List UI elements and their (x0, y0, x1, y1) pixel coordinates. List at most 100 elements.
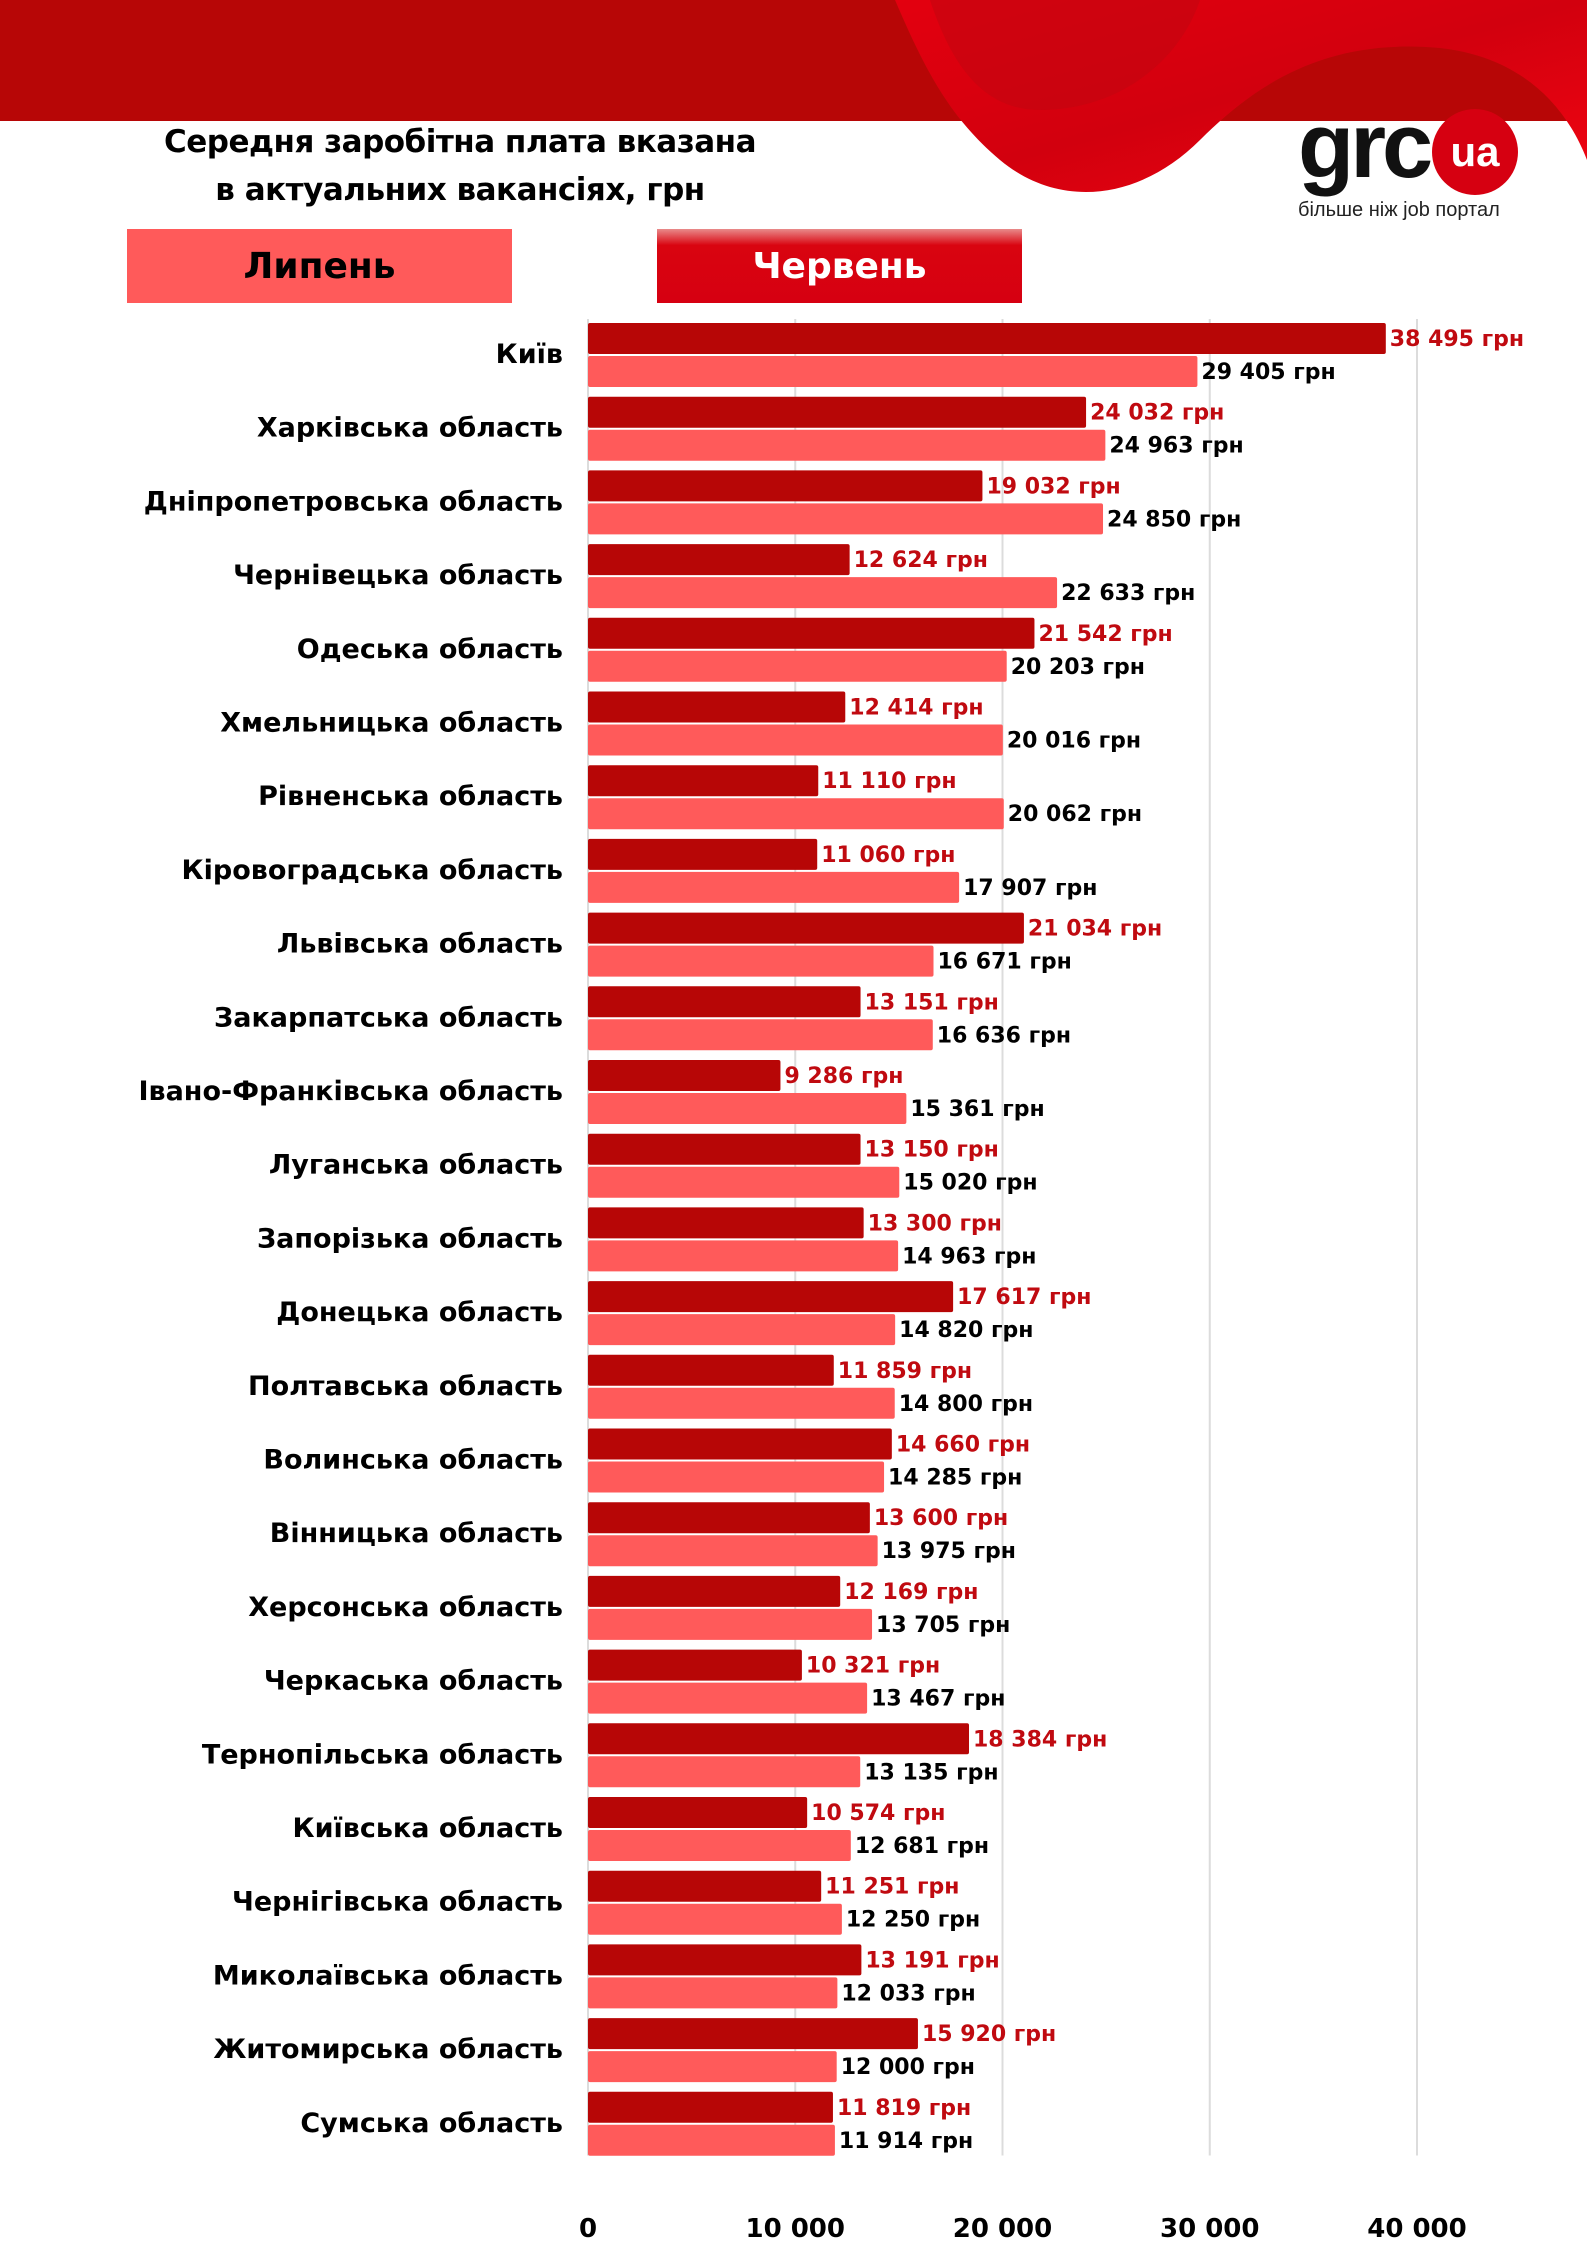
category-label: Одеська область (297, 634, 563, 665)
data-label-july: 15 361 грн (910, 1097, 1044, 1122)
data-label-june: 11 251 грн (825, 1875, 959, 1900)
data-label-july: 13 135 грн (864, 1760, 998, 1785)
category-label: Івано-Франківська область (138, 1076, 563, 1107)
x-tick-label: 40 000 (1367, 2214, 1467, 2244)
bar-july (588, 1830, 851, 1861)
bar-july (588, 1903, 842, 1935)
data-label-july: 24 963 грн (1109, 434, 1243, 459)
bar-july (588, 1093, 907, 1124)
chart-title-line1: Середня заробітна плата вказана (164, 124, 757, 160)
x-tick-label: 20 000 (953, 2214, 1053, 2244)
data-label-july: 14 963 грн (902, 1244, 1036, 1269)
data-label-july: 17 907 грн (963, 876, 1097, 901)
bar-july (588, 650, 1007, 682)
data-label-july: 12 250 грн (846, 1908, 980, 1933)
bar-july (588, 871, 960, 903)
bar-june (588, 470, 983, 502)
category-label: Хмельницька область (220, 708, 563, 739)
bar-july (588, 724, 1003, 756)
data-label-june: 21 034 грн (1028, 917, 1162, 942)
logo-badge: ua (1432, 109, 1518, 195)
bar-july (588, 577, 1058, 609)
category-label: Вінницька область (270, 1518, 563, 1549)
legend-july: Липень (127, 229, 512, 303)
data-label-june: 11 819 грн (837, 2096, 971, 2121)
bar-june (588, 1870, 822, 1902)
data-label-june: 9 286 грн (784, 1064, 903, 1089)
category-label: Сумська область (300, 2108, 563, 2139)
bar-june (588, 1281, 954, 1313)
data-label-june: 18 384 грн (973, 1727, 1107, 1752)
bar-june (588, 1428, 892, 1460)
bar-june (588, 396, 1087, 428)
bar-june (588, 691, 846, 723)
bar-june (588, 1207, 864, 1239)
bar-july (588, 798, 1004, 830)
bar-june (588, 1502, 870, 1534)
data-label-june: 21 542 грн (1038, 622, 1172, 647)
logo-tagline: більше ніж job портал (1298, 199, 1500, 221)
category-label: Київ (496, 339, 563, 370)
category-label: Чернігівська область (232, 1887, 563, 1918)
legend-june-label: Червень (752, 245, 927, 287)
category-label: Кіровоградська область (182, 855, 563, 886)
data-label-june: 13 600 грн (874, 1506, 1008, 1531)
category-label: Закарпатська область (214, 1002, 563, 1033)
category-label: Черкаська область (264, 1666, 563, 1697)
chart-title-line2: в актуальних вакансіях, грн (215, 172, 705, 208)
bar-july (588, 2051, 837, 2083)
data-label-july: 15 020 грн (903, 1171, 1037, 1196)
data-label-june: 12 169 грн (844, 1580, 978, 1605)
bar-july (588, 503, 1104, 535)
category-label: Миколаївська область (213, 1960, 563, 1991)
data-label-june: 12 624 грн (854, 548, 988, 573)
bar-june (588, 1723, 970, 1755)
data-label-june: 13 191 грн (865, 1948, 999, 1973)
bar-july (588, 429, 1106, 461)
x-tick-label: 10 000 (745, 2214, 845, 2244)
bar-july (588, 945, 934, 977)
bar-july (588, 1240, 899, 1272)
data-label-june: 12 414 грн (849, 696, 983, 721)
bar-june (588, 617, 1035, 649)
header-banner (0, 0, 1587, 193)
bar-july (588, 1461, 885, 1493)
category-label: Луганська область (269, 1150, 563, 1181)
data-label-july: 16 636 грн (937, 1023, 1071, 1048)
bar-july (588, 1387, 895, 1419)
bar-june (588, 1944, 862, 1976)
bar-july (588, 1166, 900, 1198)
data-label-june: 13 151 грн (865, 990, 999, 1015)
data-label-july: 20 203 грн (1011, 655, 1145, 680)
bar-july (588, 1756, 861, 1788)
data-label-june: 11 060 грн (821, 843, 955, 868)
data-label-july: 12 000 грн (841, 2055, 975, 2080)
category-label: Житомирська область (213, 2034, 563, 2065)
data-label-july: 29 405 грн (1201, 360, 1335, 385)
data-label-june: 11 859 грн (838, 1359, 972, 1384)
data-label-july: 20 016 грн (1007, 729, 1141, 754)
data-label-june: 13 150 грн (865, 1138, 999, 1163)
data-label-july: 14 285 грн (888, 1466, 1022, 1491)
data-label-june: 24 032 грн (1090, 401, 1224, 426)
bar-june (588, 1797, 808, 1828)
bar-june (588, 1354, 834, 1386)
category-label: Львівська область (277, 929, 563, 960)
bar-june (588, 838, 818, 870)
bar-july (588, 1682, 868, 1714)
x-tick-label: 30 000 (1160, 2214, 1260, 2244)
data-label-june: 11 110 грн (822, 769, 956, 794)
data-label-july: 14 820 грн (899, 1318, 1033, 1343)
data-label-july: 22 633 грн (1061, 581, 1195, 606)
bar-june (588, 323, 1386, 354)
bar-july (588, 2124, 835, 2156)
bar-june (588, 986, 861, 1018)
bar-july (588, 356, 1198, 387)
data-label-june: 10 321 грн (806, 1654, 940, 1679)
data-label-june: 14 660 грн (896, 1433, 1030, 1458)
category-label: Херсонська область (248, 1592, 563, 1623)
category-label: Полтавська область (248, 1371, 563, 1402)
data-label-july: 20 062 грн (1008, 802, 1142, 827)
bar-july (588, 1608, 873, 1640)
